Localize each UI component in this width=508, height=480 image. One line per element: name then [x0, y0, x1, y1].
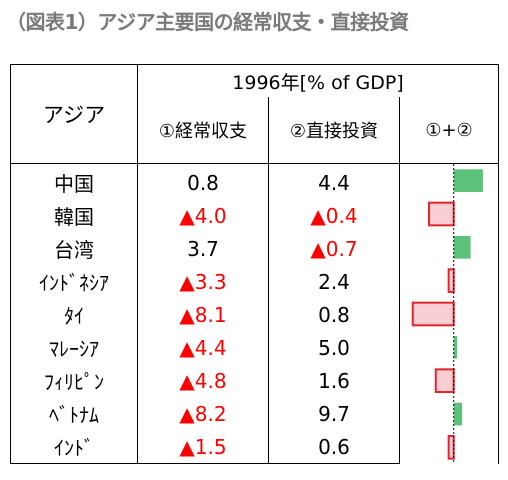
positive-bar [453, 336, 458, 359]
negative-marker: ▲ [179, 203, 195, 228]
value-text: 8.2 [194, 401, 227, 426]
value-text: 9.7 [318, 401, 350, 426]
fdi-cell: 0.6 [268, 430, 400, 464]
table-body: 中国 0.8 4.4 韓国 ▲4.0 ▲0.4 台湾 3.7 ▲0.7 ｲﾝﾄﾞﾈｼｱ ▲3.3 2.… [10, 163, 499, 464]
negative-bar [434, 368, 455, 393]
negative-marker: ▲ [310, 236, 326, 261]
current-account-cell: ▲3.3 [137, 265, 269, 298]
negative-bar [428, 201, 455, 227]
fdi-cell: 5.0 [268, 331, 400, 364]
current-account-cell: 3.7 [137, 232, 269, 265]
value-text: 4.8 [194, 368, 227, 393]
table-row: ｲﾝﾄﾞﾈｼｱ ▲3.3 2.4 [10, 265, 499, 298]
country-cell: ﾀｲ [10, 298, 138, 331]
value-text: 0.8 [318, 302, 350, 327]
value-text: 1.5 [194, 434, 227, 459]
negative-marker: ▲ [179, 401, 195, 426]
col-header-fdi: ②直接投資 [268, 97, 400, 164]
data-table: アジア 1996年[% of GDP] ①経常収支 ②直接投資 ①+② 中国 0.… [10, 64, 499, 464]
negative-bar [447, 268, 455, 294]
negative-bar [447, 435, 455, 460]
country-cell: ﾌｨﾘﾋﾟﾝ [10, 364, 138, 397]
value-text: 0.4 [325, 203, 358, 228]
negative-marker: ▲ [310, 203, 326, 228]
negative-marker: ▲ [179, 335, 195, 360]
positive-bar [453, 402, 463, 426]
fdi-cell: 4.4 [268, 163, 400, 199]
col-header-sum: ①+② [399, 97, 499, 164]
col-header-current-account: ①経常収支 [137, 97, 269, 164]
value-text: 4.4 [194, 335, 227, 360]
negative-marker: ▲ [179, 368, 195, 393]
fdi-cell: ▲0.7 [268, 232, 400, 265]
country-cell: 韓国 [10, 199, 138, 232]
current-account-cell: ▲1.5 [137, 430, 269, 464]
page-title: （図表1）アジア主要国の経常収支・直接投資 [6, 10, 409, 34]
value-text: 3.7 [187, 236, 219, 261]
period-header: 1996年[% of GDP] [137, 64, 499, 97]
row-header: アジア [10, 64, 138, 164]
fdi-cell: 0.8 [268, 298, 400, 331]
table-row: ﾍﾞﾄﾅﾑ ▲8.2 9.7 [10, 397, 499, 430]
current-account-cell: ▲8.2 [137, 397, 269, 430]
country-cell: 台湾 [10, 232, 138, 265]
current-account-cell: ▲4.0 [137, 199, 269, 232]
sum-bar-chart [411, 164, 483, 464]
country-cell: ﾏﾚｰｼｱ [10, 331, 138, 364]
sum-chart-cell [399, 163, 499, 464]
value-text: 2.4 [318, 269, 350, 294]
value-text: 0.6 [318, 434, 350, 459]
value-text: 4.4 [318, 170, 350, 195]
country-cell: ﾍﾞﾄﾅﾑ [10, 397, 138, 430]
current-account-cell: 0.8 [137, 163, 269, 199]
country-cell: 中国 [10, 163, 138, 199]
negative-bar [411, 301, 455, 327]
value-text: 3.3 [194, 269, 227, 294]
value-text: 5.0 [318, 335, 350, 360]
fdi-cell: 9.7 [268, 397, 400, 430]
fdi-cell: 1.6 [268, 364, 400, 397]
negative-marker: ▲ [179, 434, 195, 459]
table-row: ﾌｨﾘﾋﾟﾝ ▲4.8 1.6 [10, 364, 499, 397]
value-text: 8.1 [194, 302, 227, 327]
table-row: 中国 0.8 4.4 [10, 163, 499, 464]
value-text: 4.0 [194, 203, 227, 228]
value-text: 0.7 [325, 236, 358, 261]
table-row: 韓国 ▲4.0 ▲0.4 [10, 199, 499, 232]
negative-marker: ▲ [179, 302, 195, 327]
positive-bar [453, 169, 483, 192]
negative-marker: ▲ [179, 269, 195, 294]
positive-bar [453, 236, 471, 259]
current-account-cell: ▲4.4 [137, 331, 269, 364]
fdi-cell: 2.4 [268, 265, 400, 298]
current-account-cell: ▲4.8 [137, 364, 269, 397]
country-cell: ｲﾝﾄﾞ [10, 430, 138, 464]
table-row: ﾀｲ ▲8.1 0.8 [10, 298, 499, 331]
current-account-cell: ▲8.1 [137, 298, 269, 331]
fdi-cell: ▲0.4 [268, 199, 400, 232]
country-cell: ｲﾝﾄﾞﾈｼｱ [10, 265, 138, 298]
value-text: 1.6 [318, 368, 350, 393]
table-row: ｲﾝﾄﾞ ▲1.5 0.6 [10, 430, 499, 464]
value-text: 0.8 [187, 170, 219, 195]
